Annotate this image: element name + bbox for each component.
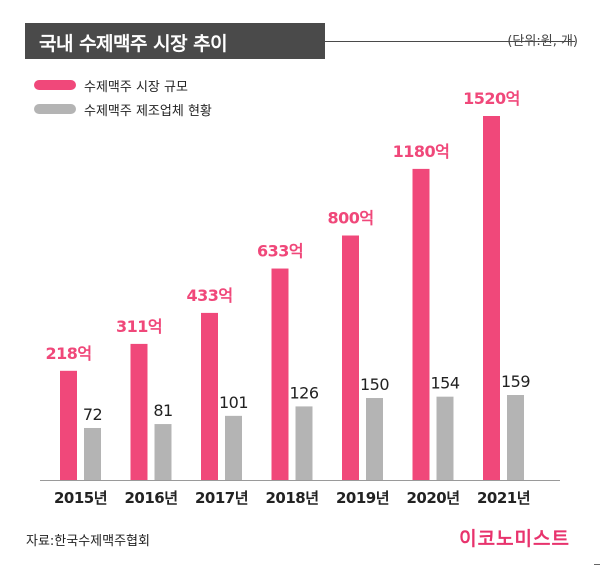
bar-market-3 — [271, 268, 289, 480]
data-label-makers-6: 159 — [501, 372, 530, 391]
bar-market-2 — [201, 312, 218, 480]
data-label-makers-4: 150 — [360, 375, 389, 394]
data-label-market-6: 1520억 — [463, 89, 520, 108]
bar-market-5 — [412, 168, 430, 480]
x-tick-label-6: 2021년 — [477, 489, 530, 507]
data-label-makers-2: 101 — [219, 393, 248, 412]
legend-item-market-size: 수제맥주 시장 규모 — [34, 73, 212, 97]
data-label-market-1: 311억 — [116, 317, 162, 336]
bar-market-0 — [60, 370, 77, 480]
x-tick-label-5: 2020년 — [406, 489, 459, 507]
bar-makers-5 — [436, 396, 454, 480]
legend-swatch-manufacturers — [34, 104, 76, 114]
data-label-market-5: 1180억 — [393, 142, 450, 161]
bar-makers-1 — [154, 424, 172, 480]
source-note: 자료:한국수제맥주협회 — [26, 534, 150, 549]
bar-market-4 — [342, 235, 359, 480]
corner-mark — [594, 564, 600, 565]
title-bar: 국내 수제맥주 시장 추이 — [25, 23, 325, 59]
data-label-makers-3: 126 — [289, 383, 318, 402]
x-tick-label-1: 2016년 — [124, 489, 177, 507]
data-label-makers-0: 72 — [83, 405, 102, 424]
chart-title: 국내 수제맥주 시장 추이 — [39, 33, 228, 55]
brand-logo: 이코노미스트 — [459, 528, 570, 550]
header-divider — [325, 41, 575, 42]
legend-label-market-size: 수제맥주 시장 규모 — [84, 79, 188, 95]
data-label-market-3: 633억 — [257, 242, 303, 261]
legend-label-manufacturers: 수제맥주 제조업체 현황 — [84, 103, 212, 119]
data-label-market-4: 800억 — [327, 209, 373, 228]
legend: 수제맥주 시장 규모 수제맥주 제조업체 현황 — [34, 73, 212, 121]
x-tick-label-3: 2018년 — [265, 489, 318, 507]
x-tick-label-2: 2017년 — [195, 489, 248, 507]
bar-makers-4 — [366, 398, 383, 480]
data-label-market-0: 218억 — [45, 344, 91, 363]
unit-label: (단위:원, 개) — [507, 34, 578, 49]
bar-makers-3 — [295, 406, 313, 480]
legend-swatch-market-size — [34, 80, 76, 90]
x-tick-label-4: 2019년 — [336, 489, 389, 507]
bar-market-6 — [483, 116, 500, 480]
legend-item-manufacturers: 수제맥주 제조업체 현황 — [34, 97, 212, 121]
bar-makers-0 — [84, 427, 101, 480]
data-label-makers-5: 154 — [430, 374, 459, 393]
bar-makers-2 — [225, 415, 242, 480]
bar-market-1 — [130, 343, 148, 480]
data-label-market-2: 433억 — [186, 286, 232, 305]
x-tick-label-0: 2015년 — [54, 489, 107, 507]
data-label-makers-1: 81 — [153, 401, 172, 420]
bar-makers-6 — [507, 395, 524, 480]
